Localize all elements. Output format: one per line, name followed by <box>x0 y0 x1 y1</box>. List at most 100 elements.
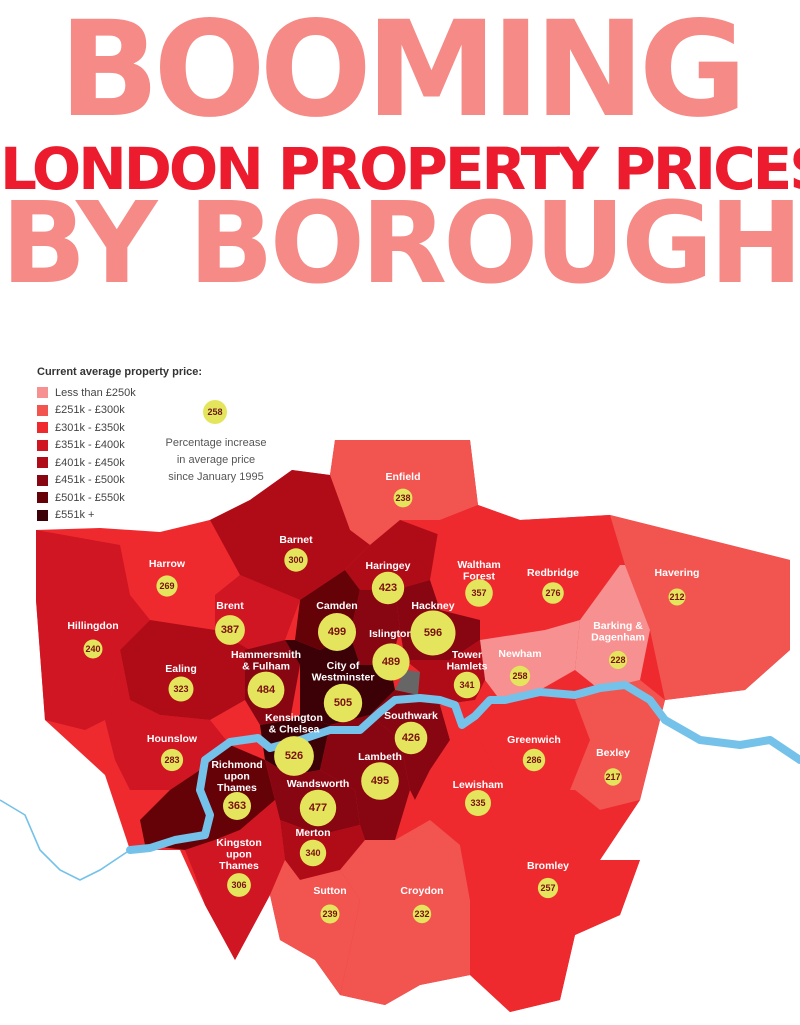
legend-swatch <box>37 404 48 416</box>
borough-value: 499 <box>328 626 346 638</box>
borough-name: Havering <box>655 567 700 579</box>
borough-marker: Brent 387 <box>215 600 245 645</box>
borough-shape-bromley <box>460 790 640 1012</box>
borough-name: Ealing <box>165 663 197 675</box>
borough-marker: Hillingdon 240 <box>67 620 119 659</box>
borough-marker: Bromley 257 <box>527 860 569 899</box>
borough-value: 232 <box>414 909 429 919</box>
borough-marker: Redbridge 276 <box>527 567 579 604</box>
legend-item: £501k - £550k <box>37 489 202 507</box>
borough-marker: Harrow 269 <box>149 558 186 597</box>
legend-item-label: £551k + <box>55 509 95 522</box>
borough-value: 423 <box>379 582 397 594</box>
key-description: Percentage increase in average price sin… <box>158 435 274 486</box>
borough-value-circle <box>509 665 531 687</box>
borough-value: 489 <box>382 656 400 668</box>
borough-value-circle <box>668 588 686 606</box>
borough-value: 484 <box>257 684 276 696</box>
legend-item-label: £301k - £350k <box>55 421 125 434</box>
borough-marker: Southwark 426 <box>384 710 438 755</box>
borough-shape-redbridge <box>480 515 620 630</box>
borough-marker: Sutton 239 <box>313 885 347 924</box>
borough-shape-croydon <box>340 820 470 1005</box>
borough-name: Harrow <box>149 558 186 570</box>
borough-value: 387 <box>221 624 239 636</box>
legend-item-label: £501k - £550k <box>55 491 125 504</box>
borough-value: 240 <box>85 644 100 654</box>
borough-value: 495 <box>371 775 389 787</box>
london-borough-map: Enfield 238 Barnet 300 Harrow 269 Haringey 423 W… <box>0 440 800 1012</box>
borough-shape-hounslow <box>105 650 230 790</box>
borough-value: 505 <box>334 697 352 709</box>
borough-marker: Wandsworth 477 <box>287 778 350 827</box>
borough-name: Greenwich <box>507 734 561 746</box>
borough-name: Newham <box>498 648 541 660</box>
legend-item: Less than £250k <box>37 384 202 402</box>
borough-value-circle <box>284 548 308 572</box>
title-booming: BOOMING <box>58 0 747 147</box>
borough-marker: Hackney 596 <box>410 600 456 656</box>
borough-value: 477 <box>309 802 327 814</box>
borough-value-circle <box>410 610 456 656</box>
borough-value-circle <box>156 575 178 597</box>
key-text-line: Percentage increase <box>165 437 267 449</box>
borough-value: 257 <box>540 883 555 893</box>
borough-value-circle <box>465 790 491 816</box>
borough-name: Hounslow <box>147 733 198 745</box>
borough-name: & Chelsea <box>269 724 320 736</box>
legend-item-label: £351k - £400k <box>55 439 125 452</box>
borough-value-circle <box>542 582 564 604</box>
borough-name: Camden <box>316 600 357 612</box>
borough-value-circle <box>537 877 559 899</box>
legend-item-label: £451k - £500k <box>55 474 125 487</box>
legend-item: £401k - £450k <box>37 454 202 472</box>
borough-marker: Havering 212 <box>655 567 700 606</box>
legend-item: £301k - £350k <box>37 419 202 437</box>
borough-value-circle <box>412 904 432 924</box>
borough-value-circle <box>299 839 327 867</box>
borough-name: City of <box>327 660 360 672</box>
borough-marker: Hammersmith& Fulham 484 <box>231 649 301 709</box>
borough-shape-barking <box>575 565 650 690</box>
borough-value-circle <box>361 762 399 800</box>
borough-name: Thames <box>217 782 257 794</box>
borough-name: Hillingdon <box>67 620 118 632</box>
legend-item-label: £251k - £300k <box>55 404 125 417</box>
borough-name: Kingston <box>216 837 262 849</box>
borough-marker: Camden 499 <box>316 600 358 651</box>
borough-name: Sutton <box>313 885 346 897</box>
borough-value-circle <box>371 571 405 605</box>
borough-name: Bromley <box>527 860 569 872</box>
borough-shape-city <box>395 670 420 695</box>
key-text-line: since January 1995 <box>168 471 264 483</box>
borough-value-circle <box>223 792 251 820</box>
borough-value: 238 <box>395 493 410 503</box>
borough-shape-harrow <box>120 520 240 620</box>
borough-name: Southwark <box>384 710 438 722</box>
borough-name: Wandsworth <box>287 778 350 790</box>
borough-value: 526 <box>285 750 303 762</box>
borough-value: 283 <box>164 755 179 765</box>
borough-name: Hackney <box>411 600 454 612</box>
borough-marker: Hounslow 283 <box>147 733 198 772</box>
borough-value-circle <box>522 748 546 772</box>
borough-value-circle <box>320 904 340 924</box>
borough-marker: Kensington& Chelsea 526 <box>265 712 323 776</box>
borough-name: Thames <box>219 860 259 872</box>
borough-marker: Barking &Dagenham 228 <box>591 620 645 670</box>
borough-value: 258 <box>512 671 527 681</box>
borough-marker: Bexley 217 <box>596 747 630 786</box>
borough-name: Forest <box>463 571 496 583</box>
borough-value: 306 <box>231 880 246 890</box>
borough-shape-richmond <box>140 745 275 850</box>
borough-value-circle <box>323 683 363 723</box>
river-thames <box>126 681 800 854</box>
borough-name: upon <box>226 849 252 861</box>
borough-shape-westminster <box>285 635 395 725</box>
borough-name: & Fulham <box>242 661 290 673</box>
borough-value-circle <box>299 789 337 827</box>
borough-value: 426 <box>402 732 420 744</box>
